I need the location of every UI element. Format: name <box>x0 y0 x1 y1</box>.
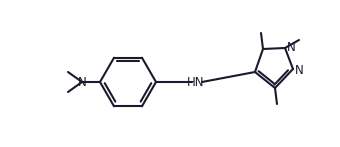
Text: N: N <box>78 76 86 88</box>
Text: N: N <box>287 41 296 54</box>
Text: N: N <box>295 64 304 76</box>
Text: HN: HN <box>187 76 205 88</box>
